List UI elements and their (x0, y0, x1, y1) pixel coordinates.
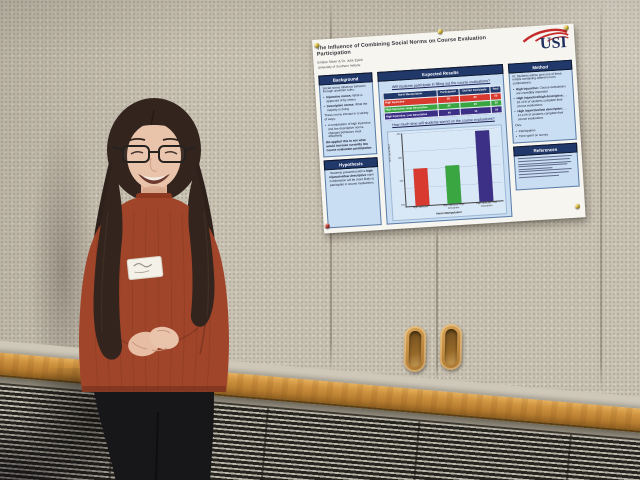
eye (130, 150, 144, 155)
hypothesis-text: Students presented with a high injunctiv… (324, 166, 382, 229)
nose (149, 157, 158, 172)
method-section: Method IV: Students will be sent one of … (507, 59, 577, 144)
method-bullet: High injunctive/low descriptive: …41.11%… (514, 106, 572, 121)
wooden-door-pull (439, 323, 463, 371)
background-outro: We applied this to see what would increa… (325, 137, 372, 153)
pants-crease (155, 411, 159, 480)
glasses (112, 145, 196, 163)
pants (94, 392, 214, 480)
poster-header: The Influence of Combining Social Norms … (316, 27, 572, 76)
eyebrow (125, 137, 146, 143)
hair-part (150, 109, 155, 126)
eyebrow (162, 137, 183, 143)
references-text (513, 152, 580, 191)
background-bullet: A combination of high injunctive and low… (325, 120, 373, 140)
plot-area (401, 127, 504, 208)
expected-results-table: Norm Manipulation Participated Did Not P… (382, 85, 503, 121)
hands (128, 326, 179, 357)
bar-high-injunctive-low-descriptive (475, 129, 494, 202)
method-dv: Time spent on survey (516, 132, 573, 140)
expected-results-section: Expected Results Will students participa… (377, 64, 513, 225)
usi-logo-text: USI (539, 34, 568, 53)
hair-front-strands (93, 166, 215, 360)
hypothesis-section: Hypothesis Students presented with a hig… (323, 157, 382, 229)
wall-panel-seam (436, 226, 438, 379)
push-pin-icon (437, 28, 443, 35)
background-section: Background Social norms influence behavi… (318, 72, 378, 158)
eye (164, 150, 178, 155)
hair-fringe (114, 108, 194, 156)
bar-chart: Time Spent (Min) 400 300 200 100 (386, 124, 507, 222)
wall-panel-seam (600, 0, 602, 394)
name-tag (126, 255, 164, 281)
usi-logo: USI (517, 27, 571, 60)
teeth (141, 175, 167, 181)
research-poster: The Influence of Combining Social Norms … (312, 23, 586, 234)
face (112, 108, 196, 196)
references-section: References (513, 142, 580, 191)
y-axis-label: Time Spent (Min) (387, 143, 392, 163)
usi-flame-icon (522, 28, 569, 43)
person (79, 98, 229, 480)
bar-high-injunctive (413, 168, 430, 206)
bar-high-injunctive-high-descriptive (445, 164, 462, 204)
wooden-door-pull (403, 325, 427, 373)
